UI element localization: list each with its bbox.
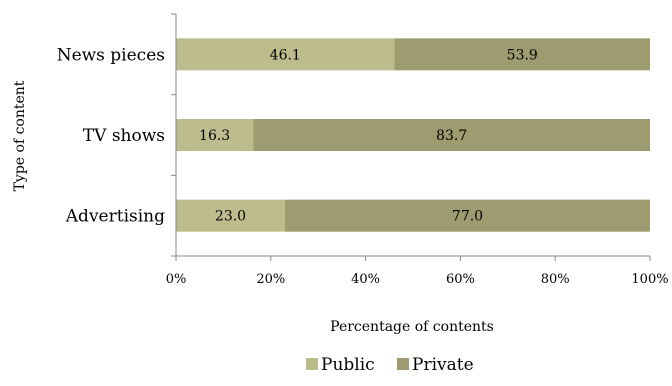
legend-swatch-private [397,358,409,370]
x-tick-label: 100% [631,272,668,287]
x-tick-label: 80% [541,272,570,287]
data-label-public-1: 46.1 [270,47,301,63]
bar-private-3 [285,199,650,232]
bar-public-2 [176,119,254,151]
plot-area: 46.1 53.9 16.3 83.7 23.0 77.0 [171,13,651,261]
y-axis-title: Type of content [12,80,28,191]
category-label-1: News pieces [57,45,165,65]
x-axis-title: Percentage of contents [330,319,494,335]
legend-label-public: Public [321,355,375,375]
bar-public-1 [176,38,395,71]
bar-private-2 [253,119,650,151]
data-label-private-2: 83.7 [436,128,467,144]
legend-swatch-public [306,358,318,370]
legend-label-private: Private [412,355,474,375]
data-label-private-1: 53.9 [507,47,538,63]
x-tick-label: 20% [256,272,285,287]
x-tick-labels: 0% 20% 40% 60% 80% 100% [166,272,669,287]
category-labels: News pieces TV shows Advertising [57,45,165,226]
bar-public-3 [176,199,286,232]
data-label-public-2: 16.3 [199,128,230,144]
category-label-3: Advertising [65,207,165,227]
bar-private-1 [394,38,650,71]
category-label-2: TV shows [83,126,165,146]
legend: Public Private [306,355,474,375]
x-tick-label: 40% [351,272,380,287]
x-tick-label: 60% [446,272,475,287]
data-label-public-3: 23.0 [215,209,246,225]
x-tick-label: 0% [166,272,187,287]
data-label-private-3: 77.0 [452,209,483,225]
